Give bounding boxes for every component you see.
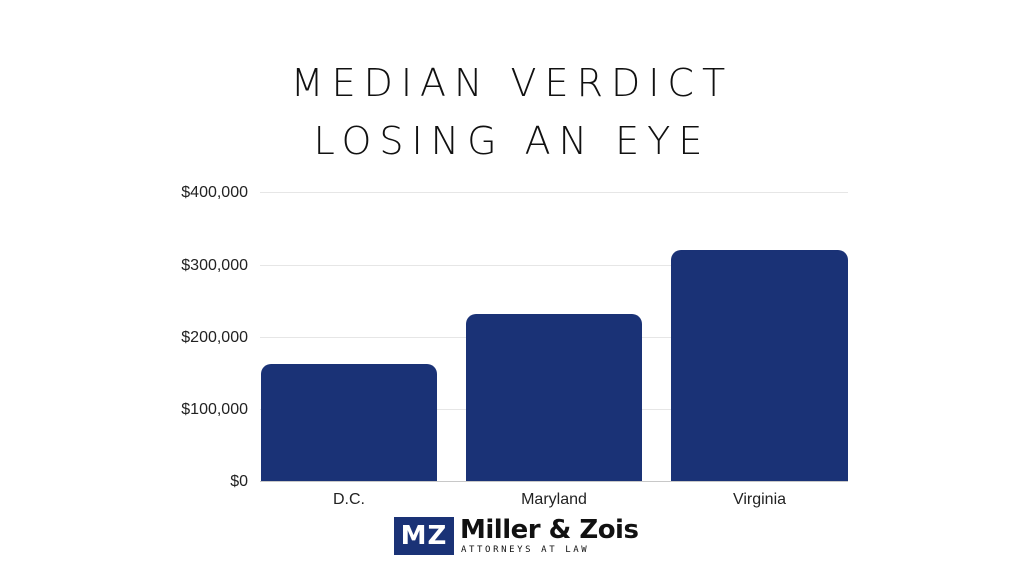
y-tick-label: $100,000 xyxy=(181,401,248,418)
x-axis-baseline xyxy=(260,481,848,482)
x-label-dc: D.C. xyxy=(333,491,365,508)
chart-title-line-1: MEDIAN VERDICT xyxy=(290,61,734,105)
bar-virginia xyxy=(671,250,848,481)
bar-dc xyxy=(261,364,437,481)
logo-mark: MZ xyxy=(394,517,454,555)
y-tick-label: $200,000 xyxy=(181,329,248,346)
logo-tagline: ATTORNEYS AT LAW xyxy=(461,545,590,555)
bar-maryland xyxy=(466,314,642,481)
logo-name: Miller & Zois xyxy=(460,515,639,545)
y-tick-label: $0 xyxy=(230,473,248,490)
gridline-300k xyxy=(260,265,848,266)
x-label-maryland: Maryland xyxy=(521,491,587,508)
y-tick-label: $300,000 xyxy=(181,257,248,274)
y-tick-label: $400,000 xyxy=(181,184,248,201)
gridline-400k xyxy=(260,192,848,193)
x-label-virginia: Virginia xyxy=(732,491,787,508)
chart-title-line-2: LOSING AN EYE xyxy=(313,119,711,163)
